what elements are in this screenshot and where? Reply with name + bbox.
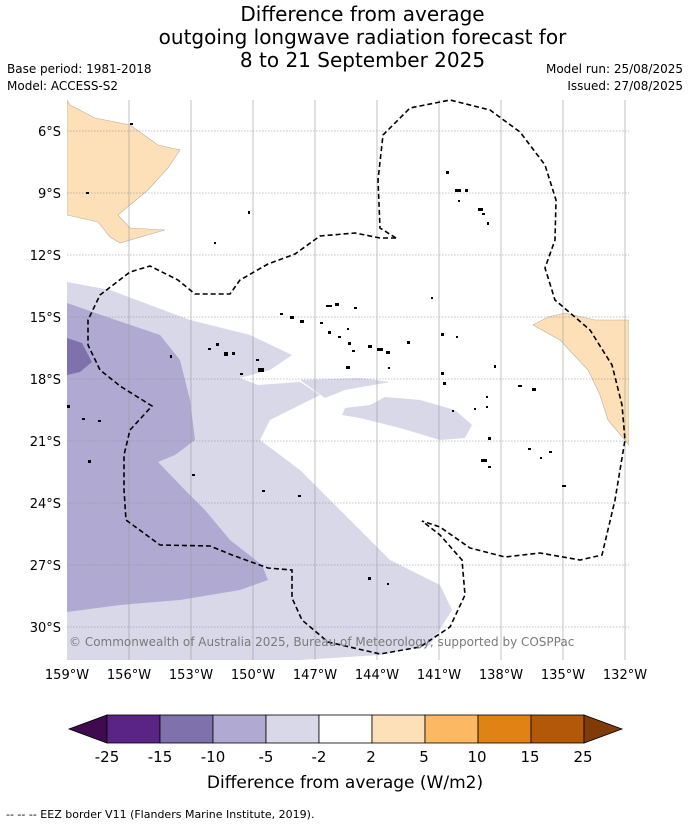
longitude-labels: 159°W 156°W 153°W 150°W 147°W 144°W 141°… xyxy=(45,668,647,683)
colorbar-bin xyxy=(159,714,214,744)
islands xyxy=(67,123,566,585)
colorbar-tick-label: -5 xyxy=(259,748,274,766)
colorbar-tick-label: -2 xyxy=(312,748,327,766)
colorbar-extend-high xyxy=(583,714,624,744)
map-copyright: © Commonwealth of Australia 2025, Bureau… xyxy=(69,635,574,649)
latitude-labels: 6°S 9°S 12°S 15°S 18°S 21°S 24°S 27°S 30… xyxy=(30,125,61,636)
lon-label: 156°W xyxy=(107,668,151,683)
colorbar-bin xyxy=(424,714,479,744)
eez-legend: -- -- -- EEZ border V11 (Flanders Marine… xyxy=(6,808,315,821)
model-run: Model run: 25/08/2025 xyxy=(545,62,683,76)
lat-label: 9°S xyxy=(38,187,61,202)
lat-label: 18°S xyxy=(30,373,61,388)
colorbar-bin xyxy=(265,714,320,744)
colorbar-bin xyxy=(318,714,373,744)
colorbar-tick-label: 5 xyxy=(419,748,429,766)
anomaly-region-minus5 xyxy=(67,303,268,612)
colorbar-tick-label: -25 xyxy=(95,748,120,766)
colorbar-tick-label: 10 xyxy=(467,748,486,766)
colorbar-bin xyxy=(106,714,161,744)
lon-label: 138°W xyxy=(479,668,523,683)
lon-label: 153°W xyxy=(169,668,213,683)
anomaly-fill-layer xyxy=(67,100,629,660)
lon-label: 144°W xyxy=(355,668,399,683)
colorbar xyxy=(67,714,624,744)
issued-date: Issued: 27/08/2025 xyxy=(567,79,683,93)
model-name: Model: ACCESS-S2 xyxy=(7,79,119,93)
lon-label: 147°W xyxy=(293,668,337,683)
meridians xyxy=(128,100,626,660)
anomaly-region-minus2-strip xyxy=(300,378,390,398)
colorbar-bin xyxy=(371,714,426,744)
lat-label: 6°S xyxy=(38,125,61,140)
lon-label: 132°W xyxy=(603,668,647,683)
lat-label: 24°S xyxy=(30,497,61,512)
lon-label: 135°W xyxy=(541,668,585,683)
eez-border-east xyxy=(377,99,626,561)
graticule xyxy=(67,130,629,628)
lon-label: 150°W xyxy=(231,668,275,683)
lat-label: 21°S xyxy=(30,435,61,450)
colorbar-bin xyxy=(530,714,585,744)
eez-borders xyxy=(87,99,626,655)
colorbar-tick-label: 15 xyxy=(520,748,539,766)
colorbar-bin xyxy=(477,714,532,744)
anomaly-region-minus2-east xyxy=(342,397,472,440)
anomaly-region-minus10 xyxy=(67,338,92,375)
lat-label: 27°S xyxy=(30,559,61,574)
anomaly-region-plus2-northwest xyxy=(67,100,181,244)
colorbar-extend-low xyxy=(67,714,108,744)
colorbar-tick-label: 25 xyxy=(573,748,592,766)
title-line-1: Difference from average xyxy=(240,2,485,26)
anomaly-region-plus2-east xyxy=(532,312,629,446)
lat-label: 15°S xyxy=(30,311,61,326)
eez-border-main xyxy=(87,232,466,655)
lat-label: 30°S xyxy=(30,621,61,636)
colorbar-tick-label: -15 xyxy=(148,748,173,766)
colorbar-title: Difference from average (W/m2) xyxy=(207,773,483,793)
base-period: Base period: 1981-2018 xyxy=(7,62,152,76)
colorbar-tick-label: -10 xyxy=(201,748,226,766)
title-line-3: 8 to 21 September 2025 xyxy=(239,48,486,72)
lat-label: 12°S xyxy=(30,249,61,264)
title-line-2: outgoing longwave radiation forecast for xyxy=(158,25,567,49)
colorbar-bin xyxy=(212,714,267,744)
colorbar-ticks: -25 -15 -10 -5 -2 2 5 10 15 25 xyxy=(95,748,593,766)
colorbar-tick-label: 2 xyxy=(366,748,376,766)
olr-anomaly-map: © Commonwealth of Australia 2025, Bureau… xyxy=(30,99,647,793)
lon-label: 159°W xyxy=(45,668,89,683)
lon-label: 141°W xyxy=(417,668,461,683)
